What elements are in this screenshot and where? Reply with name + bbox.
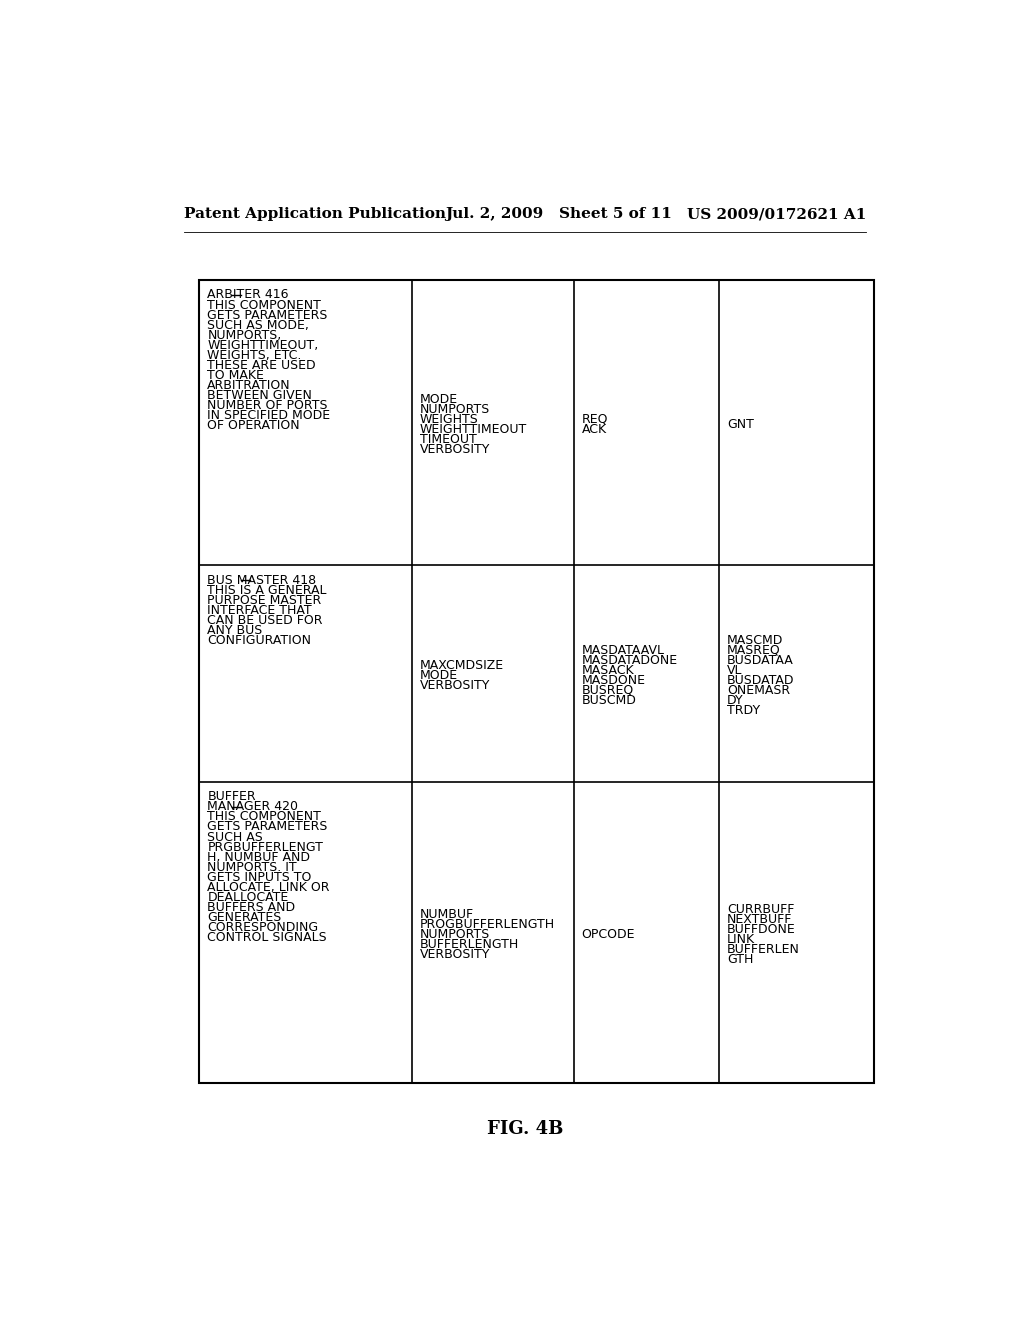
Text: THIS COMPONENT: THIS COMPONENT <box>207 298 322 312</box>
Text: MAXCMDSIZE: MAXCMDSIZE <box>420 659 504 672</box>
Text: THESE ARE USED: THESE ARE USED <box>207 359 316 372</box>
Text: REQ: REQ <box>582 413 608 426</box>
Text: MASACK: MASACK <box>582 664 634 677</box>
Text: NUMPORTS. IT: NUMPORTS. IT <box>207 861 297 874</box>
Text: TO MAKE: TO MAKE <box>207 368 264 381</box>
Text: THIS COMPONENT: THIS COMPONENT <box>207 810 322 824</box>
Text: NUMPORTS,: NUMPORTS, <box>207 329 282 342</box>
Text: ANY BUS: ANY BUS <box>207 624 262 636</box>
Text: MANAGER 420: MANAGER 420 <box>207 800 298 813</box>
Text: BUSREQ: BUSREQ <box>582 684 634 697</box>
Text: BUFFERS AND: BUFFERS AND <box>207 900 296 913</box>
Text: BETWEEN GIVEN: BETWEEN GIVEN <box>207 389 312 403</box>
Text: BUFFERLEN: BUFFERLEN <box>727 942 800 956</box>
Text: DY: DY <box>727 694 743 708</box>
Text: NUMBER OF PORTS: NUMBER OF PORTS <box>207 399 328 412</box>
Text: MASDONE: MASDONE <box>582 673 646 686</box>
Text: PROGBUFFERLENGTH: PROGBUFFERLENGTH <box>420 917 555 931</box>
Text: MASDATAAVL: MASDATAAVL <box>582 644 665 656</box>
Text: OPCODE: OPCODE <box>582 928 635 941</box>
Text: ONEMASR: ONEMASR <box>727 684 790 697</box>
Text: ALLOCATE, LINK OR: ALLOCATE, LINK OR <box>207 880 330 894</box>
Text: WEIGHTTIMEOUT,: WEIGHTTIMEOUT, <box>207 339 318 351</box>
Text: DEALLOCATE: DEALLOCATE <box>207 891 289 904</box>
Text: INTERFACE THAT: INTERFACE THAT <box>207 603 312 616</box>
Text: Patent Application Publication: Patent Application Publication <box>183 207 445 222</box>
Text: MODE: MODE <box>420 393 458 405</box>
Text: GTH: GTH <box>727 953 753 966</box>
Text: BUSDATAA: BUSDATAA <box>727 653 794 667</box>
Text: GETS INPUTS TO: GETS INPUTS TO <box>207 871 311 883</box>
Text: VERBOSITY: VERBOSITY <box>420 444 490 455</box>
Text: MASCMD: MASCMD <box>727 634 783 647</box>
Text: WEIGHTTIMEOUT: WEIGHTTIMEOUT <box>420 422 527 436</box>
Text: GETS PARAMETERS: GETS PARAMETERS <box>207 821 328 833</box>
Text: NUMBUF: NUMBUF <box>420 908 474 920</box>
Text: GETS PARAMETERS: GETS PARAMETERS <box>207 309 328 322</box>
Text: SUCH AS MODE,: SUCH AS MODE, <box>207 318 309 331</box>
Text: NEXTBUFF: NEXTBUFF <box>727 912 793 925</box>
Text: CONTROL SIGNALS: CONTROL SIGNALS <box>207 931 327 944</box>
Text: MODE: MODE <box>420 669 458 682</box>
Text: FIG. 4B: FIG. 4B <box>486 1121 563 1138</box>
Text: OF OPERATION: OF OPERATION <box>207 420 300 432</box>
Text: NUMPORTS: NUMPORTS <box>420 403 490 416</box>
Text: MASDATADONE: MASDATADONE <box>582 653 678 667</box>
Text: GENERATES: GENERATES <box>207 911 282 924</box>
Text: PURPOSE MASTER: PURPOSE MASTER <box>207 594 322 607</box>
Text: BUFFERLENGTH: BUFFERLENGTH <box>420 937 519 950</box>
Text: PRGBUFFERLENGT: PRGBUFFERLENGT <box>207 841 324 854</box>
Text: NUMPORTS: NUMPORTS <box>420 928 490 941</box>
Text: ARBITER 416: ARBITER 416 <box>207 289 289 301</box>
Bar <box>200 280 873 1084</box>
Text: BUSDATAD: BUSDATAD <box>727 673 795 686</box>
Text: CURRBUFF: CURRBUFF <box>727 903 795 916</box>
Text: TRDY: TRDY <box>727 704 760 717</box>
Text: BUFFDONE: BUFFDONE <box>727 923 796 936</box>
Text: GNT: GNT <box>727 418 754 430</box>
Text: SUCH AS: SUCH AS <box>207 830 263 843</box>
Text: ACK: ACK <box>582 422 607 436</box>
Text: VERBOSITY: VERBOSITY <box>420 948 490 961</box>
Text: TIMEOUT: TIMEOUT <box>420 433 476 446</box>
Text: US 2009/0172621 A1: US 2009/0172621 A1 <box>687 207 866 222</box>
Text: THIS IS A GENERAL: THIS IS A GENERAL <box>207 583 327 597</box>
Text: BUFFER: BUFFER <box>207 791 256 804</box>
Text: ARBITRATION: ARBITRATION <box>207 379 291 392</box>
Text: CAN BE USED FOR: CAN BE USED FOR <box>207 614 323 627</box>
Text: IN SPECIFIED MODE: IN SPECIFIED MODE <box>207 409 331 422</box>
Text: CORRESPONDING: CORRESPONDING <box>207 921 318 935</box>
Text: VL: VL <box>727 664 742 677</box>
Text: LINK: LINK <box>727 933 755 945</box>
Text: VERBOSITY: VERBOSITY <box>420 678 490 692</box>
Text: CONFIGURATION: CONFIGURATION <box>207 634 311 647</box>
Text: H, NUMBUF AND: H, NUMBUF AND <box>207 850 310 863</box>
Text: Jul. 2, 2009   Sheet 5 of 11: Jul. 2, 2009 Sheet 5 of 11 <box>445 207 673 222</box>
Text: BUSCMD: BUSCMD <box>582 694 637 708</box>
Text: MASREQ: MASREQ <box>727 644 780 656</box>
Text: BUS MASTER 418: BUS MASTER 418 <box>207 574 316 586</box>
Text: WEIGHTS, ETC.: WEIGHTS, ETC. <box>207 348 302 362</box>
Text: WEIGHTS: WEIGHTS <box>420 413 478 426</box>
